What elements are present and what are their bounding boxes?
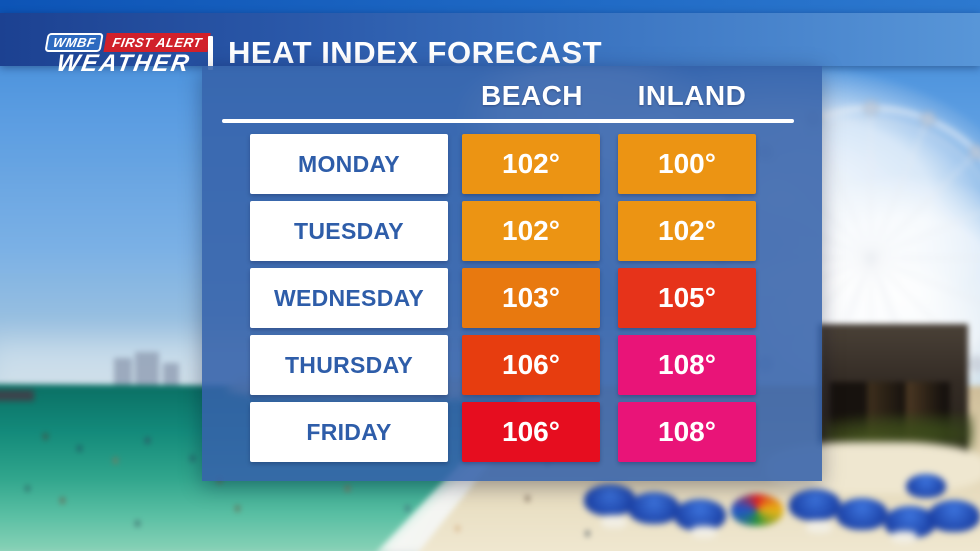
inland-temp-cell: 105°	[618, 268, 756, 328]
inland-temp-cell: 100°	[618, 134, 756, 194]
header-rule	[222, 119, 794, 123]
day-label: FRIDAY	[250, 402, 448, 462]
beach-umbrella	[836, 498, 888, 530]
top-blue-strip	[0, 0, 980, 13]
inland-temp-cell: 108°	[618, 402, 756, 462]
distant-building	[114, 358, 132, 390]
day-label: THURSDAY	[250, 335, 448, 395]
beach-umbrella	[906, 474, 946, 498]
beach-umbrella	[584, 484, 636, 516]
rainbow-umbrella	[731, 494, 783, 526]
column-header-beach: BEACH	[480, 80, 584, 111]
beach-umbrella	[928, 500, 980, 532]
day-label: TUESDAY	[250, 201, 448, 261]
distant-building	[163, 363, 179, 390]
weather-wordmark: WEATHER	[54, 50, 193, 77]
table-row: THURSDAY 106° 108°	[250, 335, 756, 395]
beach-temp-cell: 102°	[462, 134, 600, 194]
beach-temp-cell: 102°	[462, 201, 600, 261]
day-label: MONDAY	[250, 134, 448, 194]
beach-umbrella	[628, 492, 680, 524]
day-label: WEDNESDAY	[250, 268, 448, 328]
table-row: FRIDAY 106° 108°	[250, 402, 756, 462]
table-row: TUESDAY 102° 102°	[250, 201, 756, 261]
beach-chair	[806, 521, 832, 533]
beach-temp-cell: 106°	[462, 335, 600, 395]
pier	[0, 390, 34, 401]
beach-chair	[891, 531, 917, 543]
beach-chair	[601, 516, 627, 528]
table-row: MONDAY 102° 100°	[250, 134, 756, 194]
beach-chair	[691, 526, 717, 538]
forecast-panel: BEACH INLAND MONDAY 102° 100° TUESDAY 10…	[202, 66, 822, 481]
station-logo: WMBF FIRST ALERT WEATHER	[40, 33, 211, 77]
beach-umbrella	[674, 499, 726, 531]
beach-umbrella	[789, 489, 841, 521]
inland-temp-cell: 108°	[618, 335, 756, 395]
header-band: WMBF FIRST ALERT WEATHER HEAT INDEX FORE…	[0, 13, 980, 77]
page-title: HEAT INDEX FORECAST	[228, 34, 603, 70]
distant-building	[135, 352, 159, 390]
beach-temp-cell: 103°	[462, 268, 600, 328]
table-row: WEDNESDAY 103° 105°	[250, 268, 756, 328]
beach-temp-cell: 106°	[462, 402, 600, 462]
column-header-inland: INLAND	[637, 80, 747, 111]
title-separator-bar	[208, 36, 213, 70]
inland-temp-cell: 102°	[618, 201, 756, 261]
